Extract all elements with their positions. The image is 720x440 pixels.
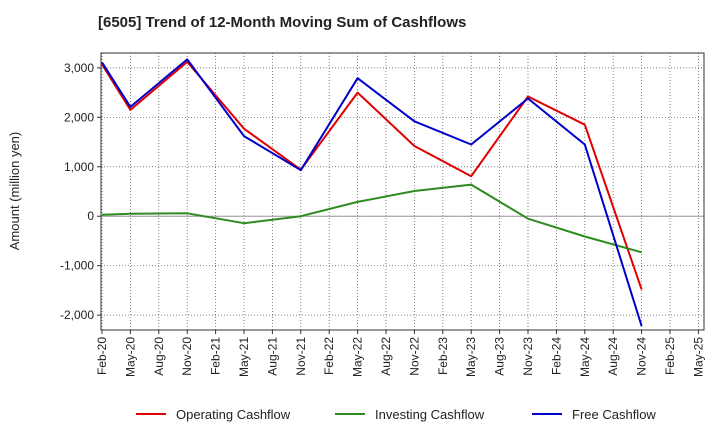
x-tick-label: Nov-24 — [635, 337, 649, 376]
plot-area-frame — [100, 52, 705, 331]
x-tick-label: May-21 — [237, 337, 251, 377]
legend: Operating Cashflow Investing Cashflow Free… — [136, 407, 656, 422]
series-line — [101, 60, 643, 290]
x-tick-label: Aug-24 — [606, 337, 620, 376]
x-tick-label: Aug-22 — [379, 337, 393, 376]
x-tick-label: Nov-23 — [521, 337, 535, 376]
x-tick-label: May-22 — [351, 337, 365, 377]
x-tick-label: Feb-24 — [549, 337, 563, 375]
x-tick-label: Aug-21 — [265, 337, 279, 376]
y-tick-label: 1,000 — [64, 160, 94, 174]
x-tick-label: May-20 — [123, 337, 137, 377]
x-tick-label: Feb-22 — [322, 337, 336, 375]
legend-item: Operating Cashflow — [136, 407, 291, 422]
legend-label: Investing Cashflow — [375, 407, 485, 422]
x-axis-ticks: Feb-20 May-20 Aug-20 Nov-20 Feb-21 May-21 Aug-… — [95, 330, 705, 377]
x-tick-label: Nov-22 — [407, 337, 421, 376]
legend-item: Free Cashflow — [532, 407, 656, 422]
y-axis-label: Amount (million yen) — [7, 132, 22, 251]
chart-title: [6505] Trend of 12-Month Moving Sum of C… — [98, 14, 467, 31]
y-tick-label: 0 — [87, 209, 94, 223]
y-tick-label: -1,000 — [60, 259, 94, 273]
legend-label: Free Cashflow — [572, 407, 656, 422]
x-tick-label: Aug-20 — [152, 337, 166, 376]
y-tick-label: 2,000 — [64, 110, 94, 124]
series-lines — [101, 58, 643, 327]
x-tick-label: May-25 — [691, 337, 705, 377]
x-tick-label: Feb-21 — [209, 337, 223, 375]
x-tick-label: Nov-21 — [294, 337, 308, 376]
grid-lines — [101, 53, 704, 330]
x-tick-label: Feb-23 — [436, 337, 450, 375]
legend-item: Investing Cashflow — [335, 407, 485, 422]
y-tick-label: 3,000 — [64, 61, 94, 75]
x-tick-label: Feb-25 — [663, 337, 677, 375]
series-line — [101, 58, 643, 327]
y-tick-label: -2,000 — [60, 308, 94, 322]
x-tick-label: May-23 — [464, 337, 478, 377]
x-tick-label: May-24 — [578, 337, 592, 377]
x-tick-label: Feb-20 — [95, 337, 109, 375]
legend-label: Operating Cashflow — [176, 407, 291, 422]
y-axis-ticks: 3,000 2,000 1,000 0 -1,000 -2,000 — [60, 61, 101, 322]
x-tick-label: Aug-23 — [493, 337, 507, 376]
x-tick-label: Nov-20 — [180, 337, 194, 376]
series-line — [101, 183, 642, 254]
